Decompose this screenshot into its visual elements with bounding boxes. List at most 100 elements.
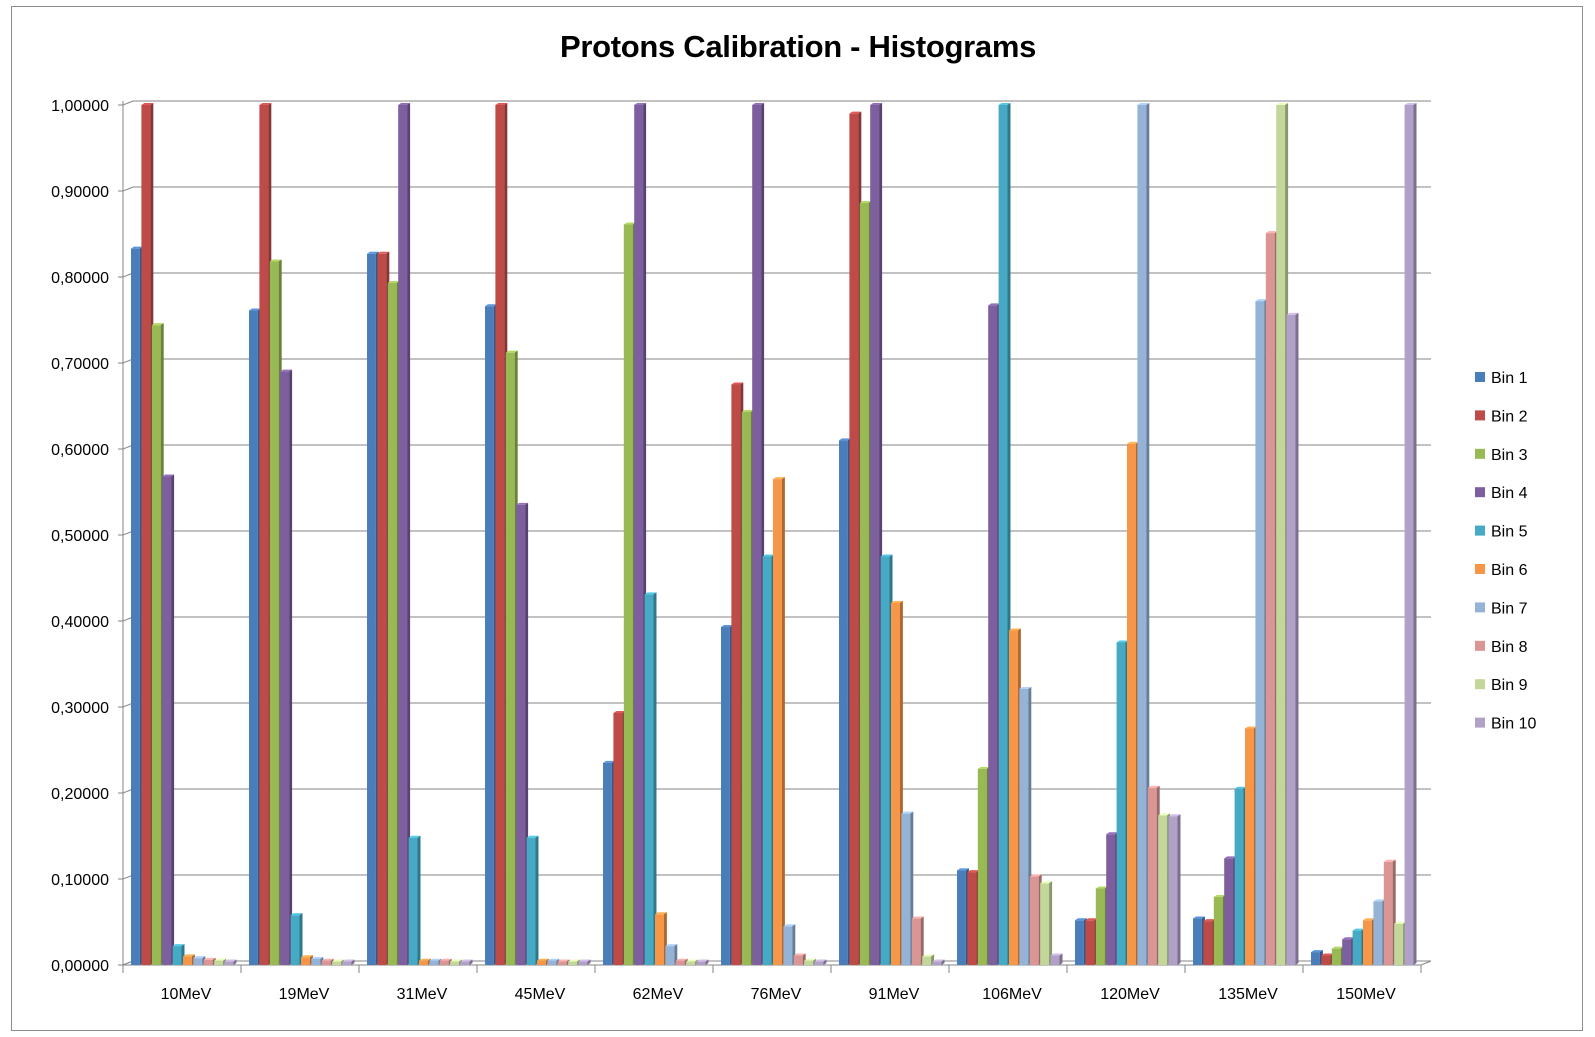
bar bbox=[301, 955, 313, 965]
bar-front bbox=[1147, 787, 1157, 965]
bar bbox=[977, 766, 990, 965]
bar-top bbox=[1050, 953, 1063, 956]
bar-front bbox=[1127, 443, 1136, 966]
bar-side bbox=[705, 959, 709, 965]
legend-swatch bbox=[1475, 564, 1485, 574]
bar-top bbox=[675, 958, 688, 961]
bar-top bbox=[1383, 859, 1396, 862]
legend-swatch bbox=[1475, 679, 1485, 690]
bar-top bbox=[1009, 628, 1021, 631]
legend-swatch bbox=[1475, 410, 1485, 421]
bar-front bbox=[880, 556, 890, 965]
bar-front bbox=[1085, 920, 1095, 965]
bar-top bbox=[1147, 785, 1160, 788]
bar-top bbox=[623, 222, 636, 225]
bar-front bbox=[1193, 918, 1202, 965]
bar-top bbox=[450, 959, 463, 962]
bar-side bbox=[417, 835, 421, 965]
legend-label: Bin 5 bbox=[1491, 524, 1528, 541]
bar bbox=[460, 959, 473, 965]
bar bbox=[1085, 918, 1098, 965]
bar bbox=[922, 954, 935, 965]
bar-top bbox=[568, 959, 581, 962]
bar bbox=[1147, 785, 1160, 965]
bar-front bbox=[537, 960, 546, 965]
bar bbox=[1193, 916, 1205, 965]
chart-title: Protons Calibration - Histograms bbox=[559, 29, 1037, 64]
bar-top bbox=[1363, 918, 1375, 921]
bar-top bbox=[911, 916, 924, 919]
bar bbox=[1224, 856, 1237, 965]
legend-swatch bbox=[1475, 525, 1485, 536]
bar-front bbox=[752, 105, 762, 965]
bar-front bbox=[398, 105, 408, 965]
bar-front bbox=[1050, 955, 1060, 965]
bar-top bbox=[783, 924, 796, 927]
bar bbox=[1352, 928, 1365, 965]
bar-top bbox=[1075, 918, 1087, 921]
x-tick-label: 10MeV bbox=[161, 986, 212, 1003]
bar-front bbox=[367, 253, 376, 965]
bar-front bbox=[249, 310, 258, 965]
bar bbox=[224, 959, 237, 965]
bar bbox=[1265, 231, 1278, 965]
legend-label: Bin 8 bbox=[1491, 639, 1528, 656]
bar-front bbox=[1213, 897, 1223, 965]
bar-front bbox=[1373, 901, 1383, 965]
bar bbox=[485, 304, 497, 965]
bar bbox=[290, 913, 303, 965]
bar-top bbox=[922, 954, 935, 957]
bar bbox=[804, 958, 817, 965]
bar-side bbox=[1295, 312, 1299, 966]
bar bbox=[1234, 786, 1247, 965]
bar bbox=[880, 554, 893, 965]
bar-front bbox=[977, 768, 987, 965]
bar-top bbox=[603, 760, 615, 763]
bar-front bbox=[891, 602, 900, 965]
bar-front bbox=[762, 556, 772, 965]
bar-front bbox=[301, 957, 310, 965]
bar-top bbox=[377, 251, 390, 254]
bar-front bbox=[870, 105, 880, 965]
bar-front bbox=[1137, 105, 1147, 965]
bar-top bbox=[1265, 231, 1278, 234]
bar bbox=[1363, 918, 1375, 965]
bar-front bbox=[141, 105, 151, 965]
bar-top bbox=[332, 959, 345, 962]
bar-front bbox=[460, 961, 470, 965]
bar bbox=[613, 711, 626, 965]
bar bbox=[439, 958, 452, 965]
bar-side bbox=[233, 959, 237, 965]
bar-top bbox=[613, 711, 626, 714]
y-tick-label: 1,00000 bbox=[51, 98, 109, 115]
bar-front bbox=[1224, 858, 1234, 965]
bar-top bbox=[696, 959, 709, 962]
bar-front bbox=[1331, 948, 1341, 965]
bar bbox=[1019, 686, 1032, 965]
bar-top bbox=[859, 201, 872, 204]
bar-front bbox=[269, 261, 279, 965]
bar-front bbox=[516, 504, 526, 965]
bar-front bbox=[1245, 728, 1254, 965]
bar-side bbox=[674, 944, 678, 965]
bar bbox=[131, 246, 143, 965]
bar-top bbox=[849, 111, 862, 114]
bar bbox=[655, 912, 667, 965]
bar-side bbox=[171, 474, 175, 965]
bar-front bbox=[814, 961, 824, 965]
bar-top bbox=[172, 944, 185, 947]
bar-top bbox=[721, 625, 733, 628]
bar-top bbox=[1127, 441, 1139, 444]
bar bbox=[1321, 953, 1334, 965]
bar-top bbox=[731, 382, 744, 385]
bar-top bbox=[557, 959, 570, 962]
y-tick-label: 0,00000 bbox=[51, 958, 109, 975]
bar-side bbox=[823, 959, 827, 965]
bar bbox=[644, 592, 657, 965]
bar-top bbox=[537, 958, 549, 961]
bar-top bbox=[814, 959, 827, 962]
bar-side bbox=[587, 959, 591, 965]
bar-top bbox=[367, 251, 379, 254]
bar-top bbox=[870, 103, 883, 105]
bar-front bbox=[1203, 921, 1213, 965]
